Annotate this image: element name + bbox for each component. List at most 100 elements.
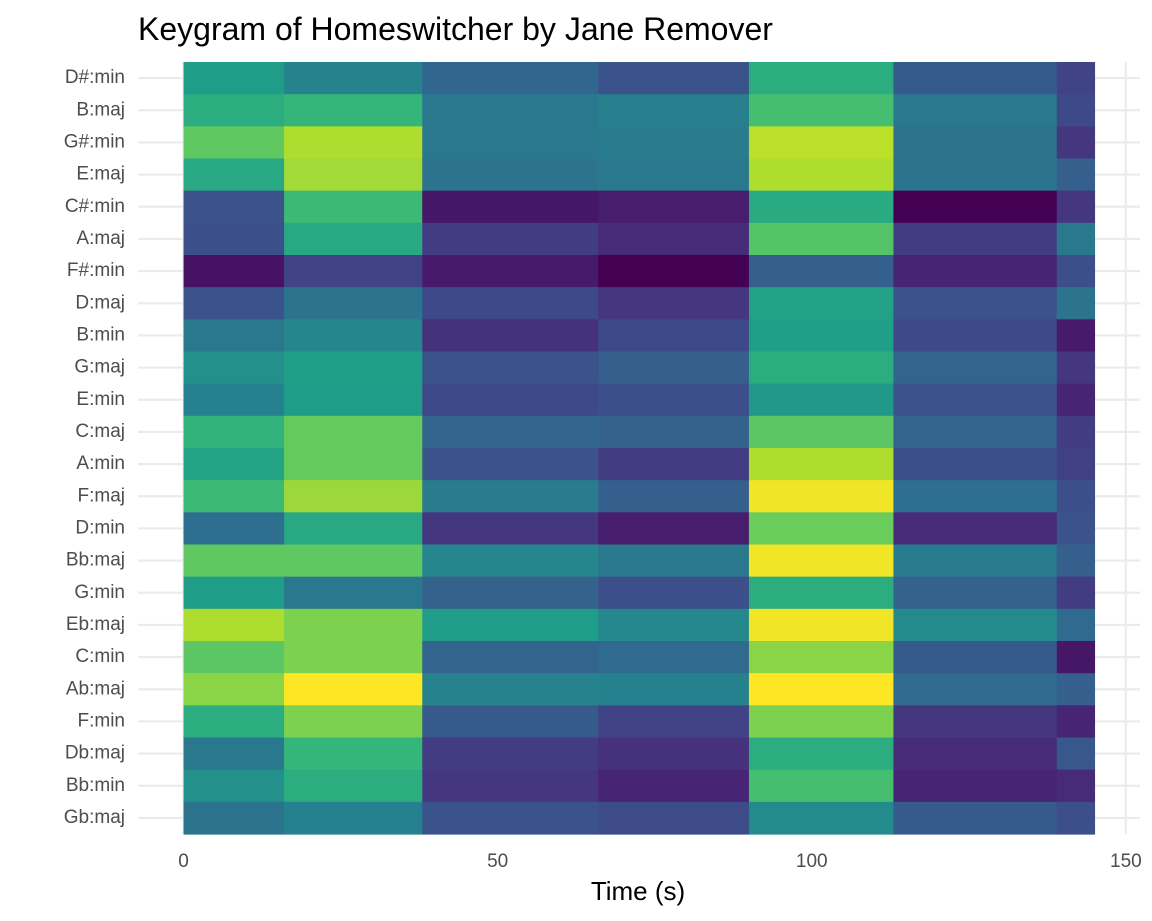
- heatmap-cell: [893, 641, 1058, 674]
- heatmap-cell: [893, 608, 1058, 642]
- heatmap-cell: [1056, 448, 1096, 481]
- heatmap-cell: [1056, 544, 1096, 578]
- y-tick-label: E:maj: [76, 164, 125, 185]
- heatmap-cell: [284, 673, 423, 706]
- heatmap-cell: [748, 319, 895, 353]
- y-tick-label: B:maj: [76, 99, 125, 120]
- heatmap-cell: [183, 448, 285, 481]
- heatmap-cell: [1056, 190, 1096, 224]
- heatmap-cell: [1056, 480, 1096, 513]
- y-tick-label: Gb:maj: [64, 807, 125, 828]
- heatmap-cell: [598, 255, 750, 288]
- heatmap-cell: [183, 801, 285, 835]
- heatmap-cell: [893, 737, 1058, 771]
- heatmap-cell: [284, 383, 423, 417]
- heatmap-cell: [284, 608, 423, 642]
- heatmap-cell: [422, 319, 599, 353]
- heatmap-cell: [1056, 801, 1096, 835]
- y-tick-label: G:min: [74, 582, 125, 603]
- heatmap-cell: [748, 512, 895, 546]
- heatmap-cell: [422, 94, 599, 127]
- heatmap-cell: [183, 287, 285, 320]
- heatmap-cell: [183, 383, 285, 417]
- heatmap-cell: [422, 255, 599, 288]
- heatmap-cell: [748, 576, 895, 610]
- y-tick-label: D:min: [75, 517, 125, 538]
- heatmap-cell: [598, 287, 750, 320]
- heatmap-cell: [1056, 158, 1096, 192]
- heatmap-cell: [893, 544, 1058, 578]
- heatmap-cell: [422, 287, 599, 320]
- heatmap-cell: [284, 544, 423, 578]
- heatmap-cell: [183, 641, 285, 674]
- heatmap-cell: [422, 608, 599, 642]
- heatmap-cell: [748, 480, 895, 513]
- heatmap-cell: [598, 222, 750, 256]
- heatmap-cell: [893, 673, 1058, 706]
- y-tick-label: D#:min: [65, 67, 125, 88]
- y-tick-label: F:min: [78, 710, 126, 731]
- y-tick-label: B:min: [76, 324, 125, 345]
- heatmap-cell: [284, 94, 423, 127]
- y-tick-label: Ab:maj: [66, 678, 125, 699]
- heatmap-cell: [422, 737, 599, 771]
- heatmap-cell: [1056, 255, 1096, 288]
- heatmap-cell: [748, 255, 895, 288]
- heatmap-cell: [598, 608, 750, 642]
- y-tick-label: G#:min: [64, 131, 125, 152]
- heatmap-cell: [422, 641, 599, 674]
- heatmap-cell: [422, 769, 599, 803]
- heatmap-cell: [748, 415, 895, 449]
- x-tick-label: 50: [487, 851, 508, 872]
- heatmap-cell: [1056, 673, 1096, 706]
- heatmap-cell: [284, 512, 423, 546]
- heatmap-cell: [598, 673, 750, 706]
- heatmap-cell: [183, 351, 285, 385]
- heatmap-cell: [284, 415, 423, 449]
- heatmap-cell: [284, 222, 423, 256]
- heatmap-cell: [598, 576, 750, 610]
- heatmap-cell: [422, 544, 599, 578]
- heatmap-cell: [183, 126, 285, 160]
- heatmap-cell: [893, 415, 1058, 449]
- heatmap-cell: [893, 351, 1058, 385]
- y-tick-label: A:maj: [76, 228, 125, 249]
- heatmap-cell: [748, 190, 895, 224]
- heatmap-cell: [598, 383, 750, 417]
- heatmap-cell: [422, 222, 599, 256]
- heatmap-cell: [893, 255, 1058, 288]
- heatmap-cell: [893, 801, 1058, 835]
- heatmap-cell: [284, 190, 423, 224]
- heatmap-cell: [1056, 383, 1096, 417]
- heatmap-cell: [598, 415, 750, 449]
- heatmap-cell: [748, 158, 895, 192]
- heatmap-cell: [284, 158, 423, 192]
- y-tick-label: E:min: [76, 389, 125, 410]
- heatmap-cell: [284, 255, 423, 288]
- heatmap-cell: [183, 158, 285, 192]
- heatmap-cell: [1056, 319, 1096, 353]
- x-axis-label: Time (s): [591, 876, 685, 906]
- heatmap-cell: [183, 769, 285, 803]
- heatmap-cell: [284, 448, 423, 481]
- heatmap-cell: [748, 737, 895, 771]
- chart-title: Keygram of Homeswitcher by Jane Remover: [138, 11, 773, 47]
- heatmap-cell: [1056, 94, 1096, 127]
- heatmap-cell: [598, 351, 750, 385]
- x-tick-label: 100: [796, 851, 828, 872]
- heatmap-cell: [598, 190, 750, 224]
- heatmap-cell: [598, 126, 750, 160]
- heatmap-cell: [183, 673, 285, 706]
- heatmap-cell: [284, 62, 423, 95]
- heatmap-cell: [1056, 705, 1096, 739]
- heatmap-cell: [748, 126, 895, 160]
- heatmap-cell: [284, 287, 423, 320]
- heatmap-cell: [748, 62, 895, 95]
- heatmap-cell: [183, 608, 285, 642]
- heatmap-cell: [422, 62, 599, 95]
- heatmap-cell: [422, 480, 599, 513]
- heatmap-cell: [1056, 576, 1096, 610]
- heatmap-cell: [893, 705, 1058, 739]
- heatmap-cell: [748, 287, 895, 320]
- heatmap-cell: [284, 126, 423, 160]
